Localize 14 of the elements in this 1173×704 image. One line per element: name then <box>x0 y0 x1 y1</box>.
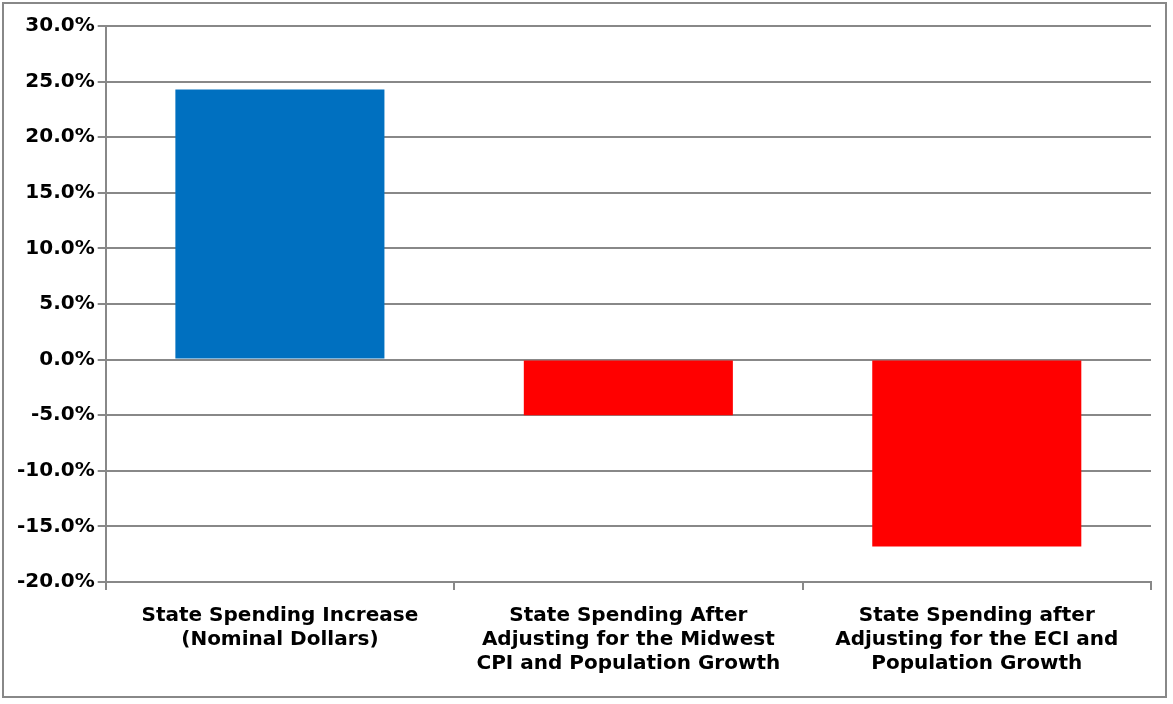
y-tick-label: -20.0% <box>17 568 95 593</box>
y-tick-label: 30.0% <box>25 12 95 37</box>
y-tick-label: 25.0% <box>25 67 95 92</box>
y-tick-label: 5.0% <box>39 290 95 315</box>
x-tick-label: State Spending After Adjusting for the Midwest CPI and Population Growth <box>476 602 781 675</box>
y-tick-label: 15.0% <box>25 179 95 203</box>
y-tick-label: -15.0% <box>17 512 95 537</box>
y-tick-label: 0.0% <box>39 345 95 370</box>
y-tick-label: -5.0% <box>30 401 95 426</box>
y-tick-label: 20.0% <box>25 123 95 148</box>
y-tick-label: -10.0% <box>17 457 95 481</box>
x-tick-label: State Spending after Adjusting for the ECI and Population Growth <box>835 602 1119 675</box>
x-tick-label: State Spending Increase (Nominal Dollars) <box>141 602 419 651</box>
y-tick-label: 10.0% <box>25 234 95 259</box>
